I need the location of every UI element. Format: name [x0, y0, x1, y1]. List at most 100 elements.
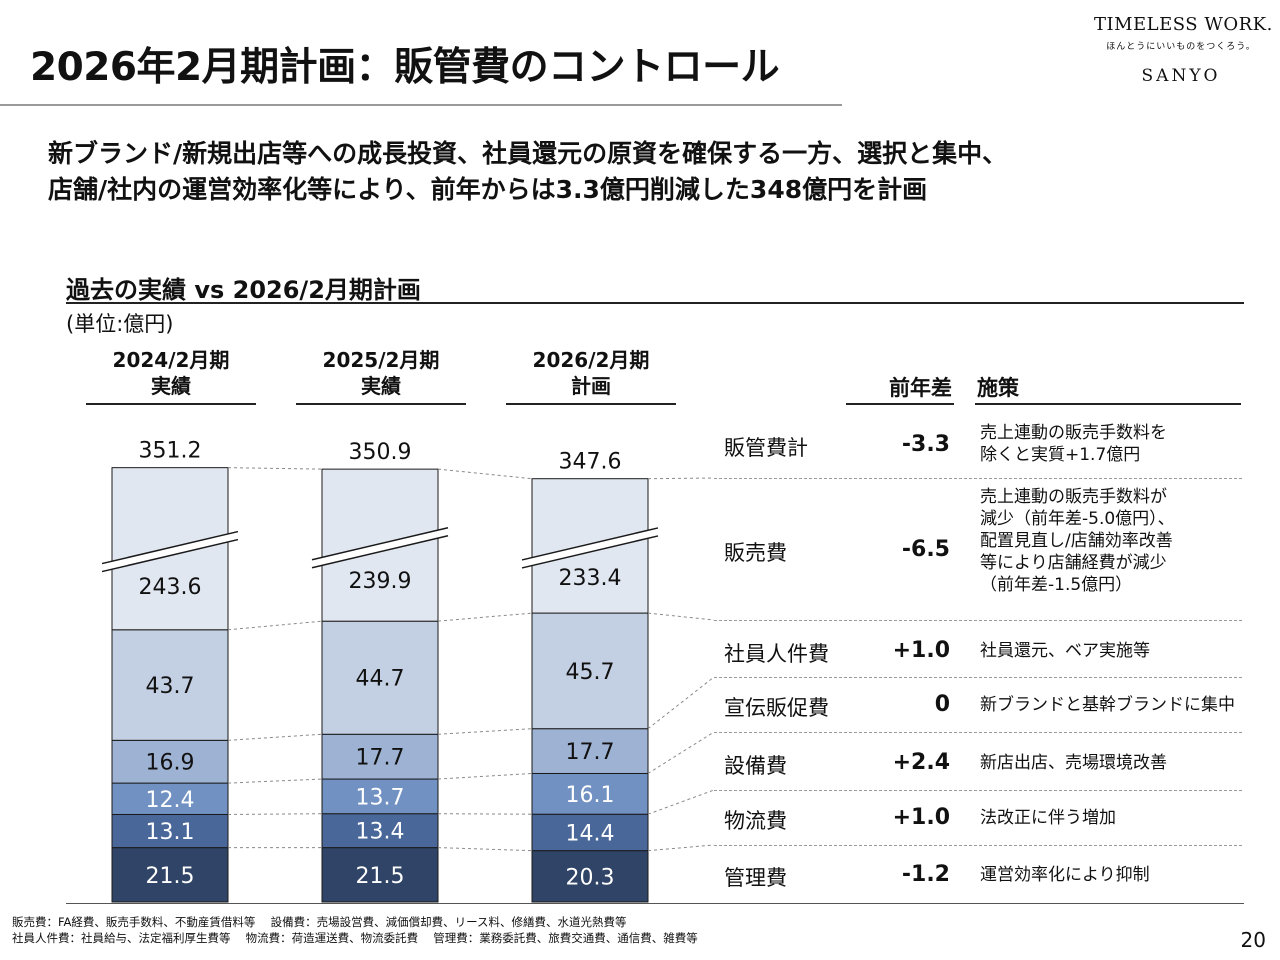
data-label: 13.1 — [146, 820, 195, 845]
row-name-total: 販管費計 — [724, 436, 808, 460]
row-divider — [714, 845, 1242, 846]
note-line: 法改正に伴う増加 — [980, 808, 1116, 828]
axis-break-band — [522, 527, 658, 568]
note-line: 除くと実質+1.7億円 — [980, 445, 1141, 465]
data-label: 20.3 — [566, 865, 615, 890]
column-header-period: 2024/2月期 — [112, 348, 230, 372]
row-note-admin: 運営効率化により抑制 — [980, 864, 1242, 886]
bar-segment-fy2025-4 — [321, 733, 439, 780]
axis-break-icon — [521, 527, 659, 569]
bar-segment-fy2026-1 — [531, 850, 649, 903]
row-name-admin: 管理費 — [724, 866, 787, 890]
note-line: 売上連動の販売手数料が — [980, 487, 1167, 507]
footnote-line-2: 社員人件費：社員給与、法定福利厚生費等 物流費：荷造運送費、物流委託費 管理費：… — [12, 931, 698, 945]
logo-tagline: ほんとうにいいものをつくろう。 — [1106, 42, 1256, 52]
data-label: 17.7 — [566, 740, 615, 765]
total-label: 351.2 — [139, 439, 202, 464]
connector-line — [437, 728, 533, 735]
column-header-period: 2025/2月期 — [322, 348, 440, 372]
row-diff-total: -3.3 — [901, 432, 950, 457]
row-note-promotion: 新ブランドと基幹ブランドに集中 — [980, 694, 1242, 716]
bar-segment-fy2026-3 — [531, 772, 649, 815]
data-label: 12.4 — [146, 788, 195, 813]
company-logo: TIMELESS WORK. ほんとうにいいものをつくろう。 SANYO — [1094, 14, 1272, 86]
axis-break-icon — [311, 526, 449, 569]
column-header-rule — [296, 403, 466, 405]
logo-brand: SANYO — [1141, 66, 1221, 86]
row-divider — [714, 478, 1242, 479]
page-title: 2026年2月期計画：販管費のコントロール — [30, 45, 780, 90]
total-label: 347.6 — [559, 450, 622, 475]
row-note-sales-expense: 売上連動の販売手数料が 減少（前年差-5.0億円）、 配置見直し/店舗効率改善 … — [980, 486, 1242, 596]
axis-break-line — [521, 535, 659, 569]
data-label: 243.6 — [139, 575, 202, 600]
headline-line-1: 新ブランド/新規出店等への成長投資、社員還元の原資を確保する一方、選択と集中、 — [48, 139, 1008, 168]
axis-break-band — [102, 531, 238, 572]
data-label: 13.7 — [356, 785, 405, 810]
data-label: 13.4 — [356, 820, 405, 845]
table-connector-line — [647, 789, 715, 815]
row-diff-facility: +2.4 — [892, 750, 950, 775]
bar-segment-fy2025-1 — [321, 847, 439, 903]
table-connector-line — [647, 731, 715, 774]
table-connector-line — [647, 612, 715, 621]
data-label: 233.4 — [559, 566, 622, 591]
unit-label: (単位:億円) — [66, 312, 174, 336]
section-divider — [66, 302, 1244, 304]
note-line: 社員還元、ベア実施等 — [980, 641, 1150, 661]
title-divider — [0, 104, 842, 106]
bar-segment-fy2024-5 — [111, 629, 229, 741]
bar-segment-fy2024-1 — [111, 847, 229, 903]
connector-line — [227, 620, 323, 631]
baseline-divider — [66, 903, 1244, 904]
note-line: 売上連動の販売手数料を — [980, 423, 1167, 443]
column-header-rule — [86, 403, 256, 405]
note-line: 運営効率化により抑制 — [980, 865, 1150, 885]
row-diff-sales-expense: -6.5 — [901, 537, 950, 562]
row-divider — [714, 677, 1242, 678]
row-note-total: 売上連動の販売手数料を 除くと実質+1.7億円 — [980, 422, 1242, 466]
data-label: 44.7 — [356, 667, 405, 692]
row-name-personnel: 社員人件費 — [724, 642, 829, 666]
row-note-personnel: 社員還元、ベア実施等 — [980, 640, 1242, 662]
row-diff-promotion: 0 — [934, 692, 950, 717]
section-title: 過去の実績 vs 2026/2月期計画 — [66, 276, 421, 304]
column-header-period: 2026/2月期 — [532, 348, 650, 372]
bar-segment-fy2025-2 — [321, 813, 439, 849]
footnotes: 販売費：FA経費、販売手数料、不動産賃借料等 設備費：売場設営費、減価償却費、リ… — [12, 914, 698, 946]
row-divider — [714, 620, 1242, 621]
column-header-kind: 実績 — [151, 374, 191, 398]
connector-line — [437, 468, 533, 480]
footnote-line-1: 販売費：FA経費、販売手数料、不動産賃借料等 設備費：売場設営費、減価償却費、リ… — [12, 915, 627, 929]
column-header-kind: 計画 — [571, 374, 611, 398]
measure-header: 施策 — [977, 376, 1019, 400]
row-diff-admin: -1.2 — [901, 862, 950, 887]
data-label: 21.5 — [356, 864, 405, 889]
connector-line — [227, 778, 323, 784]
column-header-rule — [506, 403, 676, 405]
total-label: 350.9 — [349, 440, 412, 465]
headline-line-2: 店舗/社内の運営効率化等により、前年からは3.3億円削減した348億円を計画 — [48, 175, 928, 204]
bar-segment-fy2025-5 — [321, 620, 439, 735]
connector-line — [437, 612, 533, 622]
row-note-logistics: 法改正に伴う増加 — [980, 807, 1242, 829]
axis-break-line — [101, 538, 239, 573]
column-header-fy2024: 2024/2月期 実績 — [86, 347, 256, 399]
axis-break-icon — [101, 530, 239, 573]
axis-break-line — [311, 526, 449, 561]
table-connector-line — [647, 477, 715, 480]
diff-header-rule — [846, 403, 954, 405]
axis-break-line — [521, 527, 659, 561]
column-header-fy2025: 2025/2月期 実績 — [296, 347, 466, 399]
table-connector-line — [647, 676, 715, 730]
note-line: 新店出店、売場環境改善 — [980, 753, 1167, 773]
note-line: 減少（前年差-5.0億円）、 — [980, 509, 1175, 529]
data-label: 14.4 — [566, 821, 615, 846]
note-line: （前年差-1.5億円） — [980, 575, 1133, 595]
row-name-promotion: 宣伝販促費 — [724, 696, 829, 720]
row-name-logistics: 物流費 — [724, 809, 787, 833]
row-note-facility: 新店出店、売場環境改善 — [980, 752, 1242, 774]
data-label: 45.7 — [566, 660, 615, 685]
bar-segment-fy2024-3 — [111, 782, 229, 815]
